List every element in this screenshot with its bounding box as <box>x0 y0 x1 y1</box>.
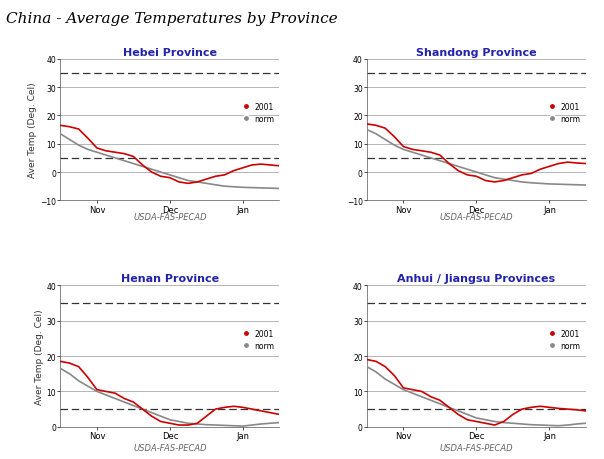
Y-axis label: Aver Temp (Deg. Cel): Aver Temp (Deg. Cel) <box>28 83 37 178</box>
Text: USDA-FAS-PECAD: USDA-FAS-PECAD <box>133 213 207 221</box>
Title: Henan Province: Henan Province <box>121 274 219 284</box>
Title: Hebei Province: Hebei Province <box>123 48 217 57</box>
Title: Anhui / Jiangsu Provinces: Anhui / Jiangsu Provinces <box>397 274 556 284</box>
Text: USDA-FAS-PECAD: USDA-FAS-PECAD <box>440 213 513 221</box>
Legend: 2001, norm: 2001, norm <box>236 101 275 125</box>
Y-axis label: Aver Temp (Deg. Cel): Aver Temp (Deg. Cel) <box>34 308 43 404</box>
Text: USDA-FAS-PECAD: USDA-FAS-PECAD <box>440 443 513 452</box>
Legend: 2001, norm: 2001, norm <box>236 327 275 351</box>
Legend: 2001, norm: 2001, norm <box>543 327 582 351</box>
Legend: 2001, norm: 2001, norm <box>543 101 582 125</box>
Text: China - Average Temperatures by Province: China - Average Temperatures by Province <box>6 11 338 25</box>
Text: USDA-FAS-PECAD: USDA-FAS-PECAD <box>133 443 207 452</box>
Title: Shandong Province: Shandong Province <box>416 48 537 57</box>
